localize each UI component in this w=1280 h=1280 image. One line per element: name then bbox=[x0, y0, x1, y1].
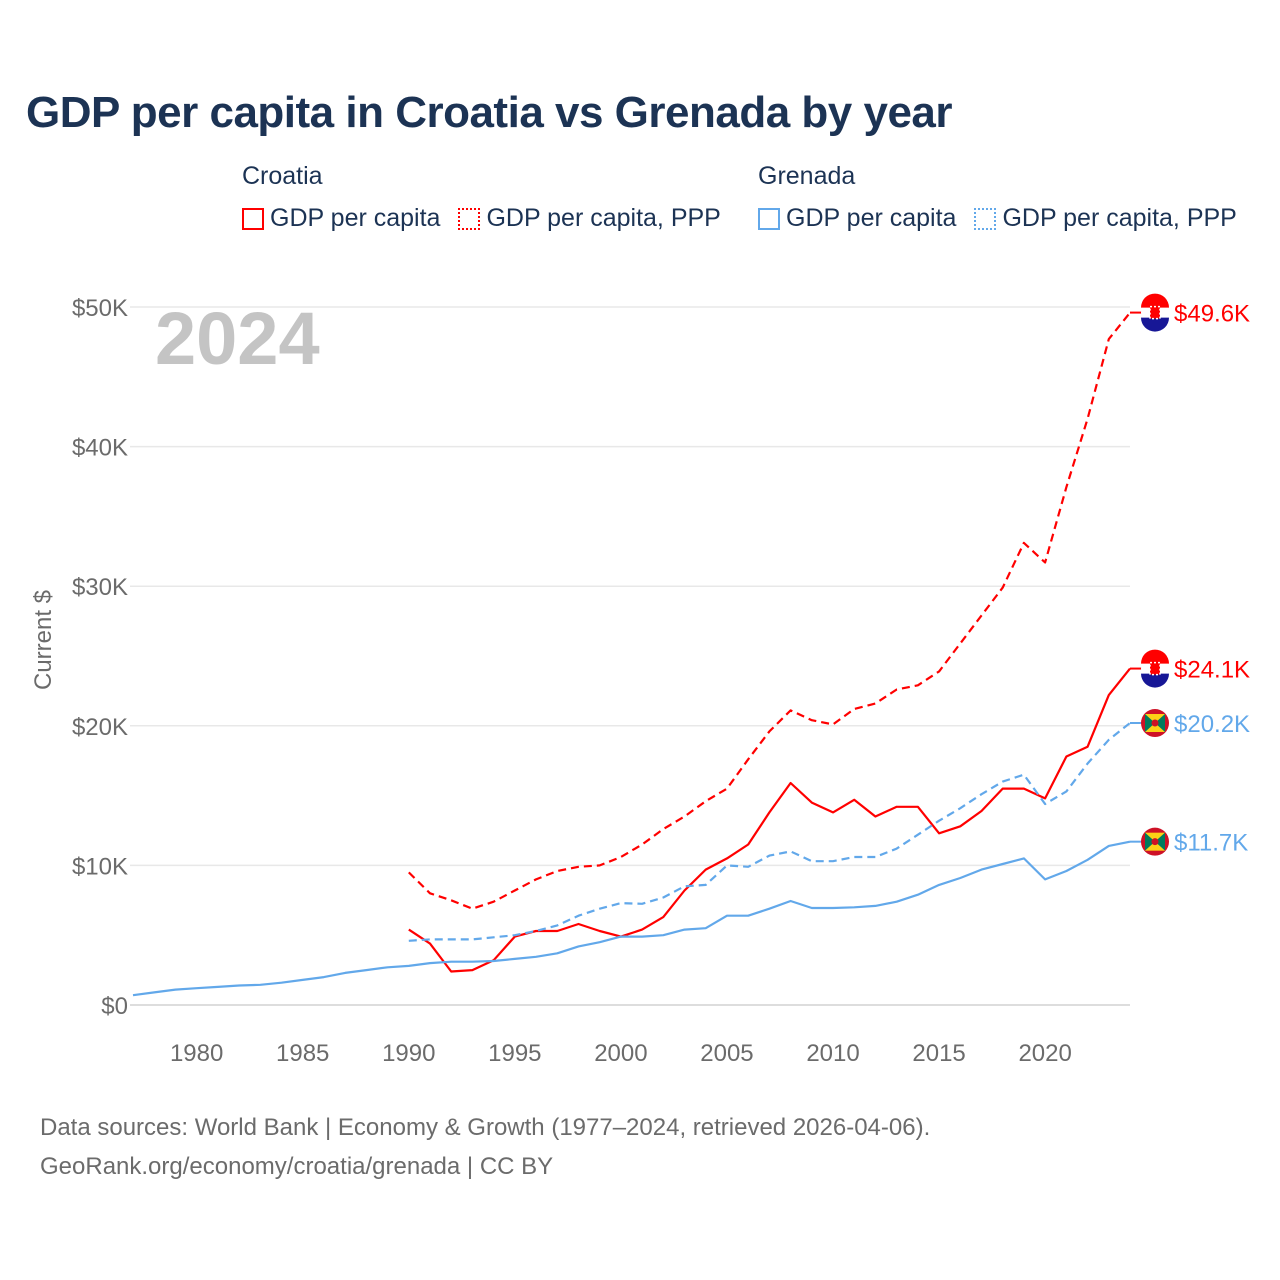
y-axis-label: Current $ bbox=[30, 590, 57, 690]
y-tick-label: $10K bbox=[72, 853, 128, 880]
croatia-flag-icon bbox=[1141, 649, 1169, 688]
legend-label: GDP per capita bbox=[270, 204, 441, 232]
flag-checker bbox=[1149, 305, 1161, 320]
legend-swatch-dotted bbox=[974, 207, 997, 230]
flag-red-band bbox=[1141, 649, 1169, 664]
legend-label: GDP per capita, PPP bbox=[1002, 204, 1237, 232]
x-tick-label: 1990 bbox=[382, 1040, 435, 1067]
x-tick-label: 1985 bbox=[276, 1040, 329, 1067]
grenada-flag-icon bbox=[1141, 827, 1169, 856]
legend-item-grenada-ppp[interactable]: GDP per capita, PPP bbox=[974, 204, 1237, 233]
x-tick-label: 1995 bbox=[488, 1040, 541, 1067]
legend-group-grenada: Grenada GDP per capita GDP per capita, P… bbox=[758, 162, 1237, 233]
flag-blue-band bbox=[1141, 673, 1169, 688]
flag-checker bbox=[1149, 661, 1161, 676]
y-tick-label: $30K bbox=[72, 574, 128, 601]
year-watermark: 2024 bbox=[155, 297, 320, 380]
legend-item-grenada-gdp[interactable]: GDP per capita bbox=[758, 204, 956, 233]
grenada-flag-icon bbox=[1141, 709, 1169, 738]
legend-item-croatia-ppp[interactable]: GDP per capita, PPP bbox=[458, 204, 721, 233]
y-tick-label: $40K bbox=[72, 435, 128, 462]
y-tick-label: $0 bbox=[101, 993, 128, 1020]
croatia-flag-icon bbox=[1141, 293, 1169, 332]
legend-group-croatia: Croatia GDP per capita GDP per capita, P… bbox=[242, 162, 721, 233]
x-tick-label: 2015 bbox=[912, 1040, 965, 1067]
flag-center bbox=[1151, 838, 1159, 846]
flag-blue-band bbox=[1141, 317, 1169, 332]
legend-swatch-solid bbox=[758, 207, 780, 230]
end-value-label: $49.6K bbox=[1174, 301, 1250, 328]
y-tick-label: $50K bbox=[72, 295, 128, 322]
x-tick-label: 2005 bbox=[700, 1040, 753, 1067]
legend-swatch-dotted bbox=[458, 207, 481, 230]
x-tick-label: 2000 bbox=[594, 1040, 647, 1067]
legend-label: GDP per capita, PPP bbox=[486, 204, 721, 232]
footer: Data sources: World Bank | Economy & Gro… bbox=[40, 1108, 930, 1186]
legend-item-croatia-gdp[interactable]: GDP per capita bbox=[242, 204, 440, 233]
end-value-label: $20.2K bbox=[1174, 711, 1250, 738]
flag-center bbox=[1151, 719, 1159, 727]
footer-attribution[interactable]: GeoRank.org/economy/croatia/grenada | CC… bbox=[40, 1153, 554, 1180]
legend-group-title: Croatia bbox=[242, 162, 323, 190]
chart-plot: $0 $10K $20K $30K $40K $50K 1980 1985 1990 1995 20… bbox=[30, 293, 1250, 1067]
legend-swatch-solid bbox=[242, 207, 264, 230]
series-line-croatia-gdp-per-capita bbox=[408, 667, 1131, 973]
x-tick-label: 1980 bbox=[170, 1040, 223, 1067]
footer-sources: Data sources: World Bank | Economy & Gro… bbox=[40, 1114, 931, 1141]
x-tick-label: 2010 bbox=[806, 1040, 859, 1067]
x-tick-label: 2020 bbox=[1018, 1040, 1071, 1067]
flag-red-band bbox=[1141, 293, 1169, 308]
legend-label: GDP per capita bbox=[786, 204, 957, 232]
chart-title: GDP per capita in Croatia vs Grenada by … bbox=[26, 88, 953, 137]
end-value-label: $11.7K bbox=[1174, 830, 1248, 857]
series-line-grenada-gdp-per-capita bbox=[132, 840, 1131, 997]
legend-group-title: Grenada bbox=[758, 162, 856, 190]
series-line-grenada-gdp-per-capita-ppp bbox=[408, 722, 1131, 942]
y-tick-label: $20K bbox=[72, 714, 128, 741]
end-value-label: $24.1K bbox=[1174, 657, 1250, 684]
series-line-croatia-gdp-per-capita-ppp bbox=[408, 311, 1131, 910]
